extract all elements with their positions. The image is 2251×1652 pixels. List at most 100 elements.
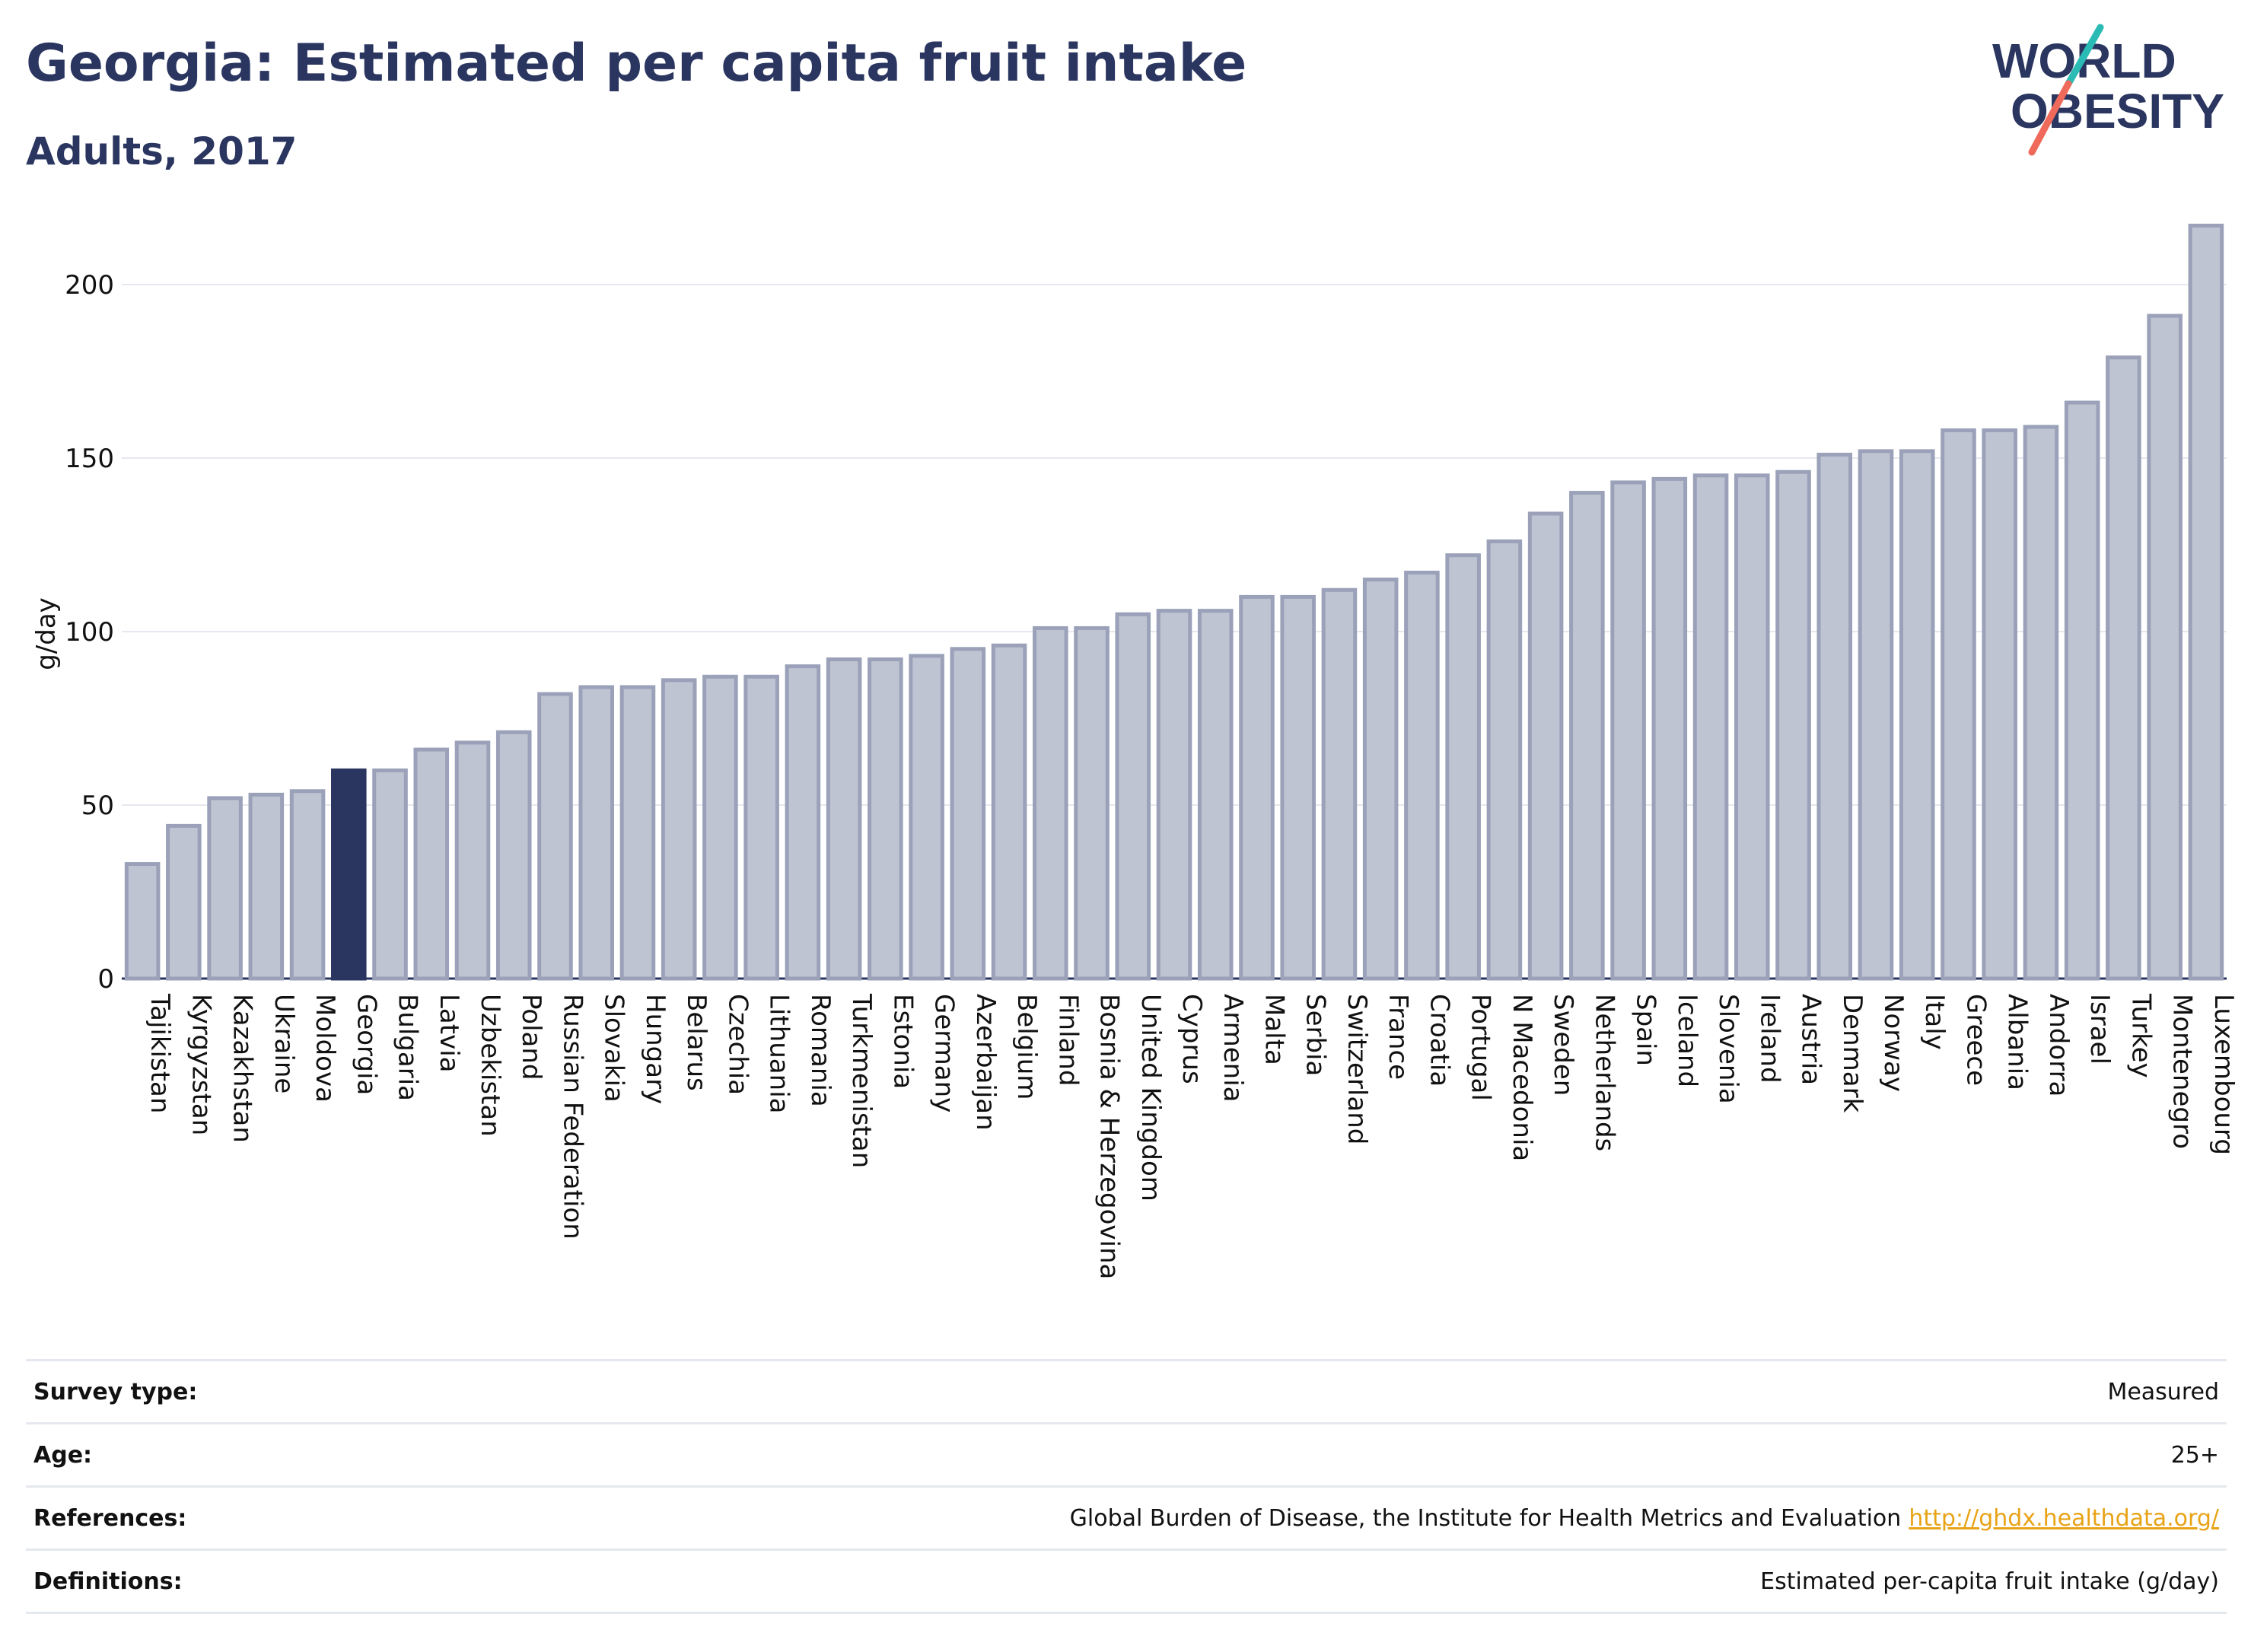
x-tick-label: Slovakia	[599, 994, 629, 1103]
info-key: References:	[33, 1504, 187, 1532]
info-row: Survey type: Measured	[26, 1360, 2227, 1424]
bar-spain	[1610, 480, 1646, 981]
x-tick-label: Lithuania	[764, 994, 794, 1113]
bar-belarus	[661, 678, 697, 981]
info-value-text: Global Burden of Disease, the Institute …	[1069, 1504, 1902, 1532]
x-tick-label: Denmark	[1837, 994, 1867, 1113]
bar-germany	[909, 654, 944, 981]
info-value: Measured	[345, 1361, 2227, 1424]
x-tick-label: Kyrgyzstan	[186, 994, 216, 1135]
x-tick-label: Portugal	[1466, 994, 1496, 1101]
x-tick-label: Norway	[1878, 994, 1909, 1092]
x-tick-label: Turkey	[2125, 993, 2156, 1078]
info-value-text: 25+	[2170, 1441, 2219, 1469]
x-tick-label: Czechia	[722, 994, 753, 1095]
reference-link[interactable]: http://ghdx.healthdata.org/	[1909, 1504, 2219, 1532]
logo-slash-bottom	[2028, 80, 2072, 156]
x-tick-label: Bulgaria	[393, 994, 423, 1101]
info-value: 25+	[345, 1424, 2227, 1487]
x-tick-label: Albania	[2002, 994, 2033, 1090]
bar-united-kingdom	[1115, 612, 1151, 981]
info-key: Survey type:	[33, 1378, 198, 1405]
y-tick-label: 200	[65, 270, 114, 301]
bar-lithuania	[743, 674, 779, 981]
y-axis-label: g/day	[31, 597, 62, 670]
x-tick-label: Netherlands	[1589, 994, 1619, 1151]
x-tick-label: Luxembourg	[2208, 994, 2239, 1155]
x-tick-label: Malta	[1259, 994, 1289, 1065]
x-tick-label: Georgia	[351, 994, 381, 1095]
x-tick-label: Turkmenistan	[846, 993, 877, 1168]
bar-belgium	[991, 643, 1027, 981]
info-value-text: Measured	[2107, 1378, 2219, 1405]
x-tick-label: Armenia	[1218, 994, 1248, 1103]
x-tick-label: Sweden	[1548, 994, 1578, 1096]
bar-switzerland	[1321, 587, 1358, 981]
bar-austria	[1775, 469, 1811, 981]
info-row: References: Global Burden of Disease, the…	[26, 1486, 2227, 1550]
y-tick-label: 0	[97, 964, 114, 995]
info-row: Definitions: Estimated per-capita fruit i…	[26, 1549, 2227, 1613]
bar-moldova	[289, 789, 326, 981]
bar-serbia	[1280, 594, 1316, 981]
bar-netherlands	[1569, 491, 1605, 981]
bar-kyrgyzstan	[166, 823, 202, 981]
x-tick-label: Tajikistan	[145, 993, 175, 1113]
info-value: Estimated per-capita fruit intake (g/day…	[345, 1550, 2227, 1613]
x-tick-label: Iceland	[1672, 994, 1702, 1087]
bar-ireland	[1734, 473, 1770, 981]
x-tick-label: Estonia	[887, 994, 918, 1089]
x-tick-label: Slovenia	[1713, 994, 1743, 1104]
logo-slash-top	[2065, 24, 2104, 88]
bar-iceland	[1651, 476, 1688, 981]
bar-estonia	[868, 657, 903, 981]
bar-azerbaijan	[950, 647, 986, 981]
y-tick-label: 100	[65, 617, 114, 648]
bar-armenia	[1197, 609, 1234, 981]
bar-turkmenistan	[826, 657, 862, 981]
bar-sweden	[1527, 511, 1564, 981]
x-tick-label: Romania	[805, 994, 836, 1107]
bar-bulgaria	[372, 768, 408, 981]
x-tick-label: Italy	[1919, 994, 1950, 1050]
bar-kazakhstan	[207, 796, 243, 981]
bar-chart: 0 50 100 150 200 Tajikistan Kyrgyzstan Kazakhs…	[31, 223, 2239, 1279]
bar-czechia	[702, 674, 738, 981]
bar-slovakia	[578, 685, 614, 981]
x-tick-label: Russian Federation	[557, 994, 587, 1240]
info-value: Global Burden of Disease, the Institute …	[345, 1487, 2227, 1550]
x-tick-labels: Tajikistan Kyrgyzstan Kazakhstan Ukraine Mol…	[145, 993, 2239, 1279]
bar-portugal	[1445, 553, 1481, 981]
y-tick-labels: 0 50 100 150 200	[65, 270, 114, 995]
x-tick-label: Croatia	[1424, 994, 1454, 1087]
x-tick-label: Belarus	[681, 994, 712, 1091]
x-tick-label: Kazakhstan	[228, 994, 258, 1143]
bar-montenegro	[2147, 314, 2183, 981]
x-tick-label: Ireland	[1754, 994, 1785, 1084]
bar-cyprus	[1156, 609, 1192, 981]
info-key: Age:	[33, 1441, 93, 1469]
bar-israel	[2064, 400, 2100, 981]
bar-croatia	[1404, 570, 1440, 981]
x-tick-label: Switzerland	[1342, 994, 1372, 1144]
x-tick-label: Israel	[2084, 994, 2115, 1065]
bars	[124, 223, 2224, 981]
x-tick-label: Latvia	[434, 994, 464, 1073]
x-tick-label: Andorra	[2043, 994, 2074, 1097]
x-tick-label: Spain	[1631, 994, 1661, 1066]
x-tick-label: Serbia	[1301, 994, 1331, 1076]
x-tick-label: Poland	[516, 994, 546, 1081]
bar-russian-federation	[537, 692, 573, 981]
page-title: Georgia: Estimated per capita fruit inta…	[26, 33, 1247, 94]
bar-n-macedonia	[1486, 539, 1523, 981]
info-key: Definitions:	[33, 1568, 183, 1595]
bar-italy	[1899, 449, 1935, 981]
x-tick-label: Bosnia & Herzegovina	[1094, 994, 1125, 1279]
x-tick-label: Belgium	[1011, 994, 1042, 1100]
bar-slovenia	[1692, 473, 1729, 981]
x-tick-label: Greece	[1960, 994, 1991, 1086]
bar-malta	[1239, 594, 1275, 981]
bar-denmark	[1816, 452, 1853, 981]
bar-ukraine	[248, 792, 285, 981]
bar-luxembourg	[2188, 223, 2224, 981]
